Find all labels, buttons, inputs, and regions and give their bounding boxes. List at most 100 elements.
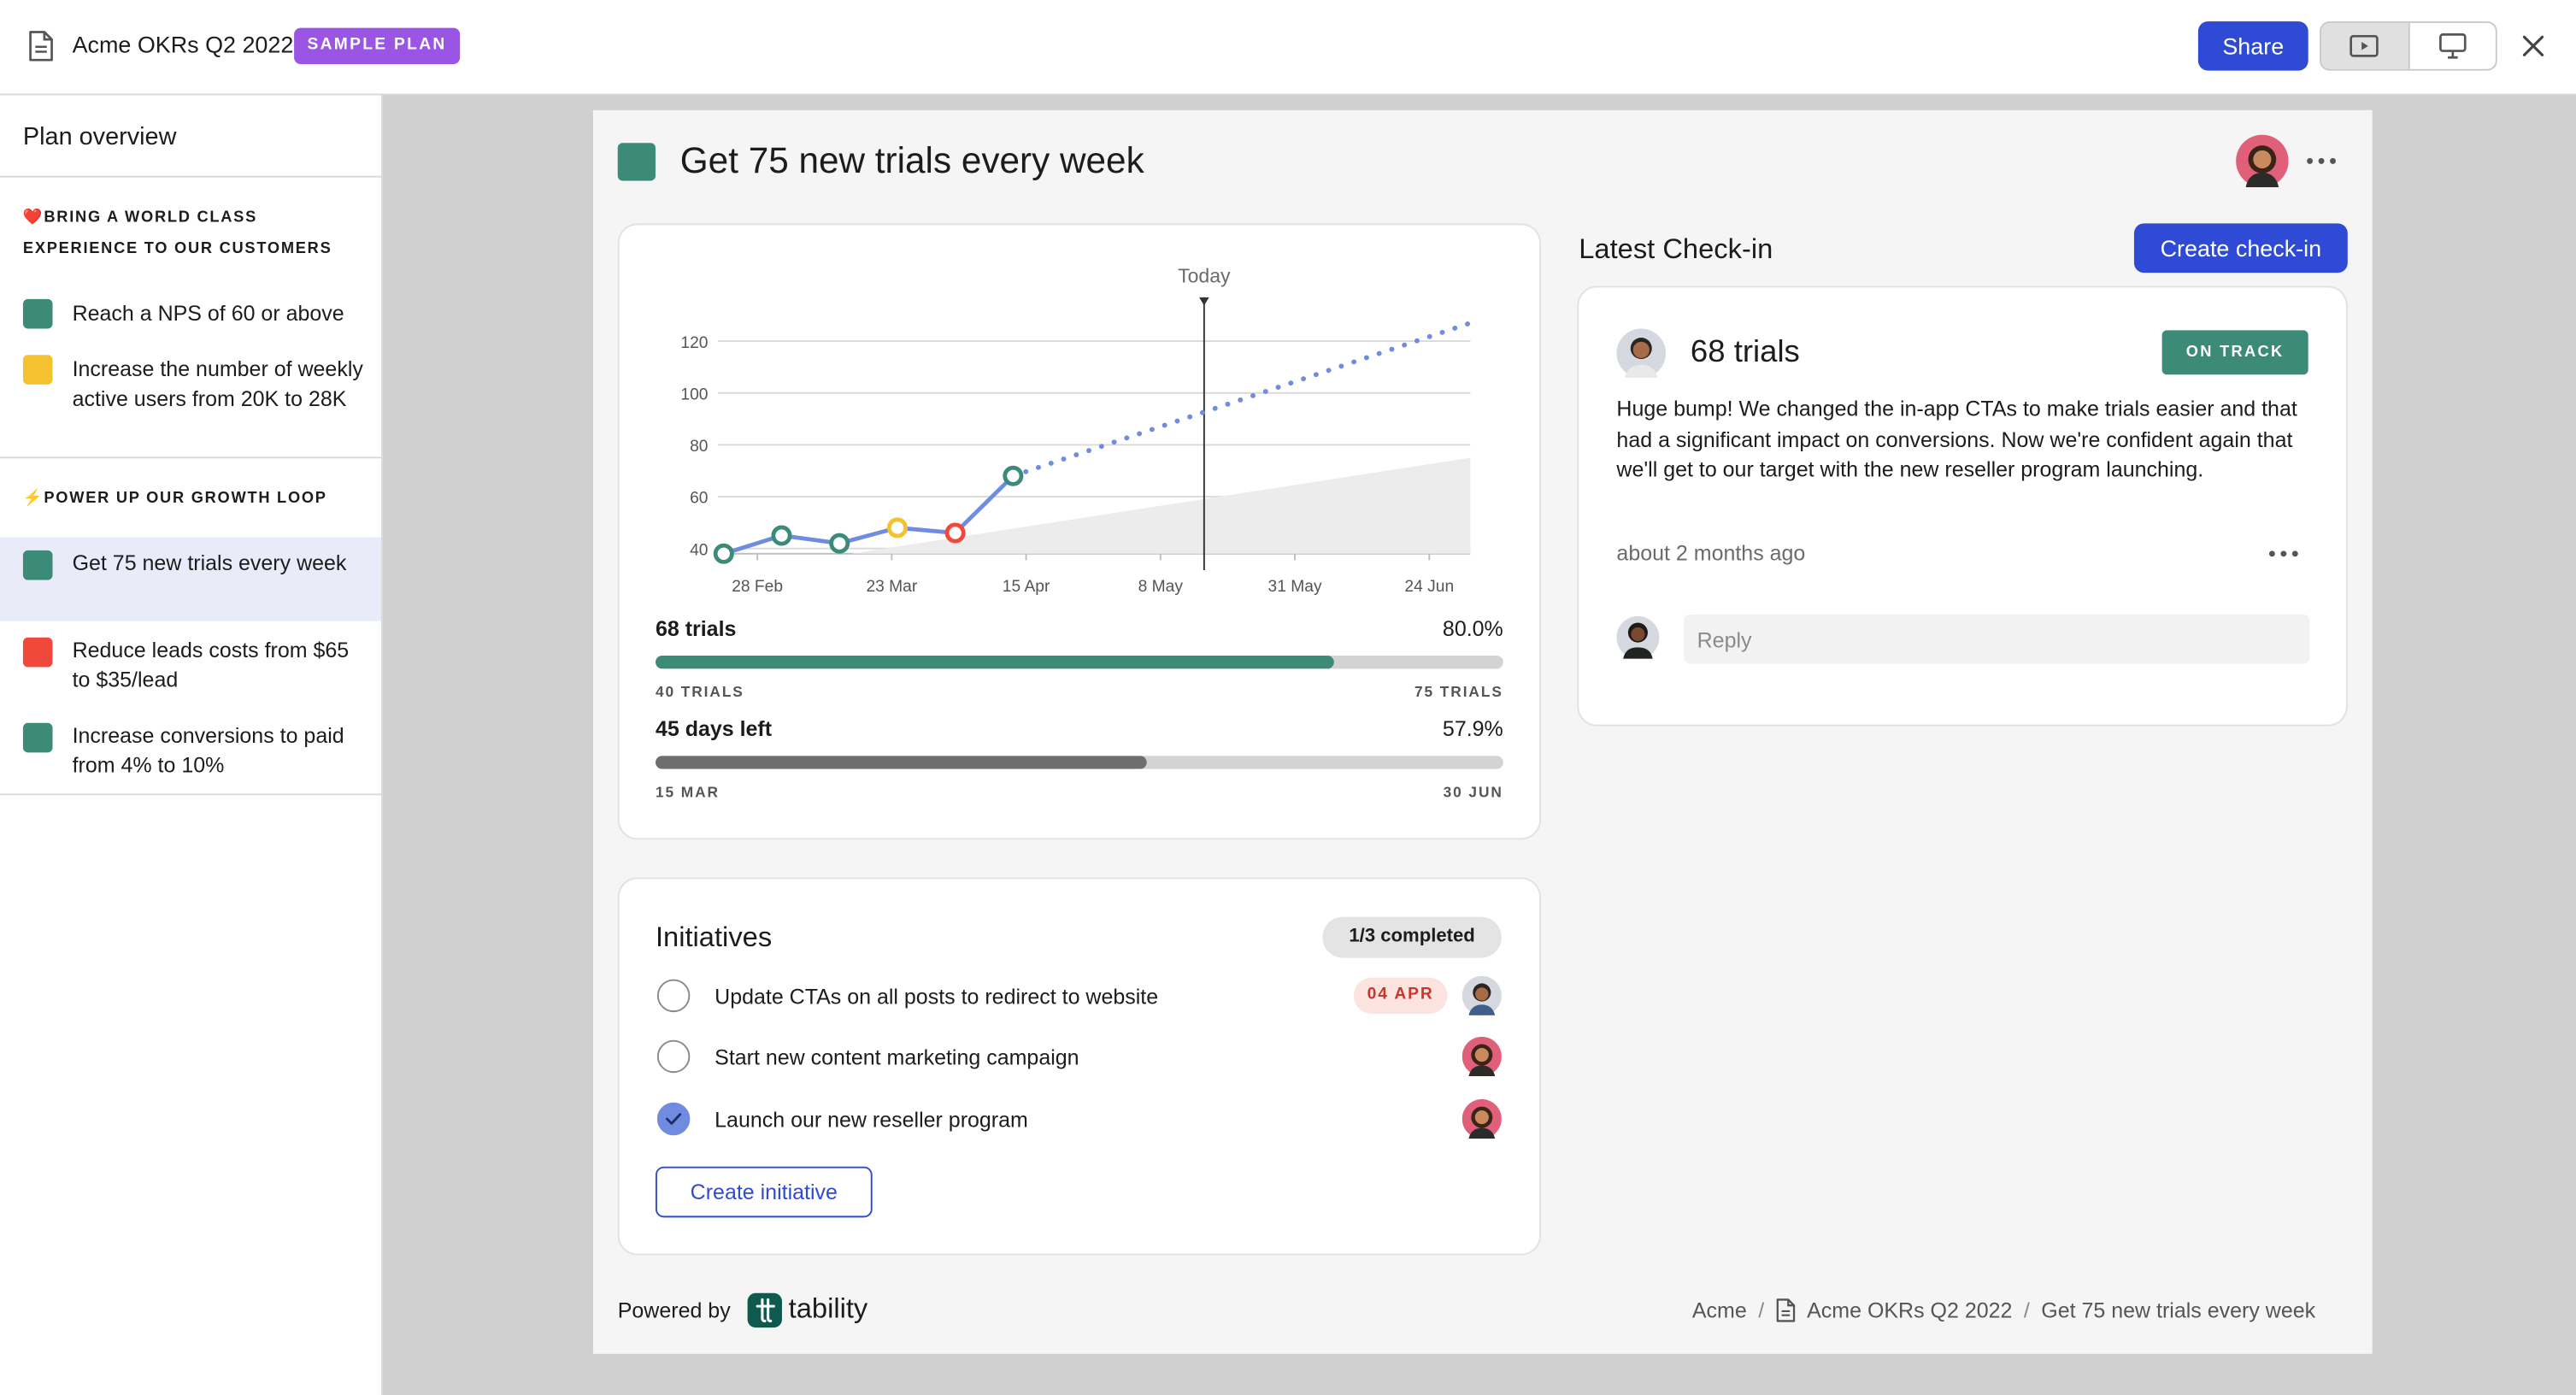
assignee-avatar — [1461, 1036, 1502, 1077]
breadcrumb-separator: / — [1758, 1298, 1765, 1323]
sample-plan-badge: SAMPLE PLAN — [294, 27, 460, 64]
x-tick-label: 24 Jun — [1404, 578, 1454, 596]
checkin-comment: Huge bump! We changed the in-app CTAs to… — [1616, 396, 2297, 482]
x-tick-label: 28 Feb — [732, 578, 783, 596]
initiatives-title: Initiatives — [655, 921, 773, 953]
x-tick-label: 31 May — [1268, 578, 1322, 596]
status-square — [22, 298, 53, 329]
view-mode-toggle — [2320, 21, 2497, 71]
sidebar-item-conversions[interactable]: Increase conversions to paid from 4% to … — [0, 721, 381, 787]
today-marker-tip — [1199, 297, 1209, 306]
status-square — [22, 722, 53, 753]
status-badge: ON TRACK — [2161, 330, 2308, 375]
goal-status-square — [617, 143, 656, 181]
checkin-point — [944, 522, 966, 544]
value-progress-bar — [655, 655, 1503, 669]
status-square — [22, 550, 53, 580]
initiative-checkbox[interactable] — [656, 979, 691, 1013]
end-date: 30 JUN — [1443, 783, 1503, 801]
presentation-view-button[interactable] — [2321, 22, 2409, 69]
forecast-line — [1010, 320, 1473, 479]
tability-logo-icon[interactable] — [747, 1292, 782, 1328]
initiative-label[interactable]: Update CTAs on all posts to redirect to … — [715, 984, 1159, 1009]
create-checkin-button[interactable]: Create check-in — [2133, 223, 2348, 274]
progress-chart: 40 60 80 100 120 Today 28 Feb 23 Mar 15 Apr 8 M… — [680, 265, 1473, 596]
divider — [0, 175, 381, 178]
sidebar-item-leads-costs[interactable]: Reduce leads costs from $65 to $35/lead — [0, 636, 381, 702]
initiative-label[interactable]: Launch our new reseller program — [715, 1107, 1028, 1133]
assignee-avatar — [1461, 975, 1502, 1015]
checkin-point — [829, 533, 850, 554]
divider — [0, 793, 381, 796]
checkin-value: 68 trials — [1690, 335, 1800, 370]
target-area — [850, 457, 1471, 554]
more-options-button[interactable] — [2305, 148, 2338, 182]
initiative-checkbox[interactable] — [656, 1039, 691, 1074]
objective-heading[interactable]: ❤️BRING A WORLD CLASS EXPERIENCE TO OUR … — [23, 202, 368, 264]
assignee-avatar — [1461, 1098, 1502, 1139]
time-percentage: 57.9% — [1442, 716, 1503, 741]
current-user-avatar — [1616, 615, 1660, 659]
sidebar-item-weekly-active-users[interactable]: Increase the number of weekly active use… — [0, 355, 381, 447]
document-icon — [28, 30, 55, 62]
checkin-timestamp: about 2 months ago — [1616, 540, 1806, 566]
checkin-point — [771, 525, 792, 546]
latest-checkin-title: Latest Check-in — [1579, 232, 1773, 265]
value-progress-fill — [655, 655, 1334, 669]
sidebar-item-nps[interactable]: Reach a NPS of 60 or above — [0, 298, 381, 332]
check-icon — [665, 1113, 682, 1125]
presentation-icon — [2350, 34, 2379, 57]
x-tick-label: 8 May — [1138, 578, 1184, 596]
sidebar-title: Plan overview — [22, 123, 177, 151]
breadcrumb-plan[interactable]: Acme OKRs Q2 2022 — [1807, 1298, 2013, 1323]
y-tick-label: 120 — [680, 334, 708, 352]
goal-title: Get 75 new trials every week — [679, 139, 1144, 181]
objective-heading[interactable]: ⚡POWER UP OUR GROWTH LOOP — [23, 483, 368, 515]
y-tick-label: 100 — [680, 386, 708, 403]
lightning-icon: ⚡ — [22, 489, 44, 508]
initiative-checkbox-checked[interactable] — [656, 1102, 691, 1136]
owner-avatar[interactable] — [2236, 134, 2289, 188]
checkin-more-button[interactable] — [2267, 540, 2300, 574]
progress-card: 40 60 80 100 120 Today 28 Feb 23 Mar 15 Apr 8 M… — [617, 223, 1542, 840]
monitor-icon — [2438, 33, 2467, 59]
close-button[interactable] — [2515, 28, 2551, 64]
value-percentage: 80.0% — [1442, 615, 1503, 641]
time-left: 45 days left — [655, 716, 773, 741]
y-tick-label: 40 — [690, 541, 708, 559]
checkin-point — [713, 543, 734, 564]
sidebar-item-trials[interactable]: Get 75 new trials every week — [0, 537, 381, 621]
reply-input[interactable] — [1684, 614, 2310, 664]
breadcrumb: Acme / Acme OKRs Q2 2022 / Get 75 new tr… — [1692, 1298, 2315, 1323]
checkin-author-avatar — [1616, 328, 1667, 379]
y-tick-label: 60 — [690, 490, 708, 508]
due-date-badge: 04 APR — [1353, 977, 1448, 1014]
checkin-point — [886, 517, 908, 539]
sidebar-item-label: Increase the number of weekly active use… — [72, 356, 363, 411]
sidebar-item-label: Increase conversions to paid from 4% to … — [72, 722, 344, 778]
sidebar-item-label: Get 75 new trials every week — [72, 550, 347, 575]
status-square — [22, 355, 53, 385]
breadcrumb-workspace[interactable]: Acme — [1691, 1298, 1747, 1323]
tability-brand[interactable]: tability — [788, 1292, 868, 1325]
plan-title: Acme OKRs Q2 2022 — [72, 31, 294, 58]
heart-icon: ❤️ — [22, 209, 44, 227]
time-progress-fill — [655, 756, 1147, 769]
start-value: 40 TRIALS — [655, 683, 744, 700]
sidebar: Plan overview ❤️BRING A WORLD CLASS EXPE… — [0, 95, 383, 1395]
sidebar-item-label: Reach a NPS of 60 or above — [72, 300, 344, 326]
target-value: 75 TRIALS — [1414, 683, 1503, 700]
y-tick-label: 80 — [690, 438, 708, 456]
initiative-label[interactable]: Start new content marketing campaign — [715, 1045, 1079, 1070]
close-icon — [2522, 35, 2544, 56]
start-date: 15 MAR — [655, 783, 720, 801]
create-initiative-button[interactable]: Create initiative — [655, 1166, 873, 1218]
breadcrumb-goal[interactable]: Get 75 new trials every week — [2041, 1298, 2316, 1323]
screen-view-button[interactable] — [2408, 22, 2496, 69]
objective-title: BRING A WORLD CLASS EXPERIENCE TO OUR CU… — [22, 209, 332, 258]
share-button[interactable]: Share — [2197, 21, 2308, 71]
divider — [0, 456, 381, 459]
today-label: Today — [1178, 265, 1231, 287]
time-progress-bar — [655, 756, 1503, 769]
objective-title: POWER UP OUR GROWTH LOOP — [44, 489, 327, 508]
